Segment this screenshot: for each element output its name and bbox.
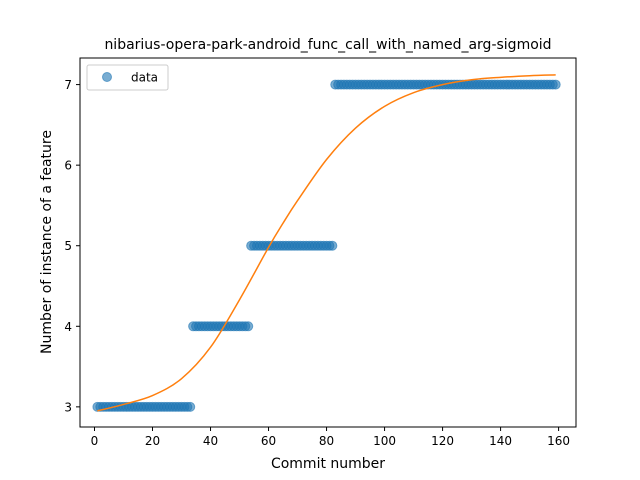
x-tick-label: 100 xyxy=(373,434,396,448)
sigmoid-fit-line xyxy=(97,74,556,412)
y-tick-label: 3 xyxy=(64,400,72,414)
x-axis-label: Commit number xyxy=(271,456,385,472)
y-tick-label: 6 xyxy=(64,159,72,173)
legend-box xyxy=(86,64,169,91)
data-point xyxy=(327,240,338,251)
data-point xyxy=(243,321,254,332)
x-tick-label: 0 xyxy=(91,434,99,448)
x-tick-label: 140 xyxy=(489,434,512,448)
legend: data xyxy=(86,64,169,91)
y-tick-label: 5 xyxy=(64,239,72,253)
x-tick-label: 160 xyxy=(547,434,570,448)
axes-frame xyxy=(79,57,577,428)
y-axis: 3 4 5 6 7 xyxy=(64,78,80,414)
y-axis-label: Number of instance of a feature xyxy=(39,130,55,354)
chart-title: nibarius-opera-park-android_func_call_wi… xyxy=(104,37,551,53)
x-tick-label: 80 xyxy=(319,434,334,448)
x-tick-label: 40 xyxy=(203,434,218,448)
y-tick-label: 4 xyxy=(64,320,72,334)
x-tick-label: 60 xyxy=(261,434,276,448)
plot-area xyxy=(92,74,561,412)
x-axis: 0 20 40 60 80 100 120 140 160 xyxy=(91,427,570,448)
data-point xyxy=(185,401,196,412)
data-point xyxy=(550,79,561,90)
legend-marker-data xyxy=(102,72,112,82)
x-tick-label: 120 xyxy=(431,434,454,448)
legend-label-data: data xyxy=(131,71,158,85)
x-tick-label: 20 xyxy=(145,434,160,448)
y-tick-label: 7 xyxy=(64,78,72,92)
